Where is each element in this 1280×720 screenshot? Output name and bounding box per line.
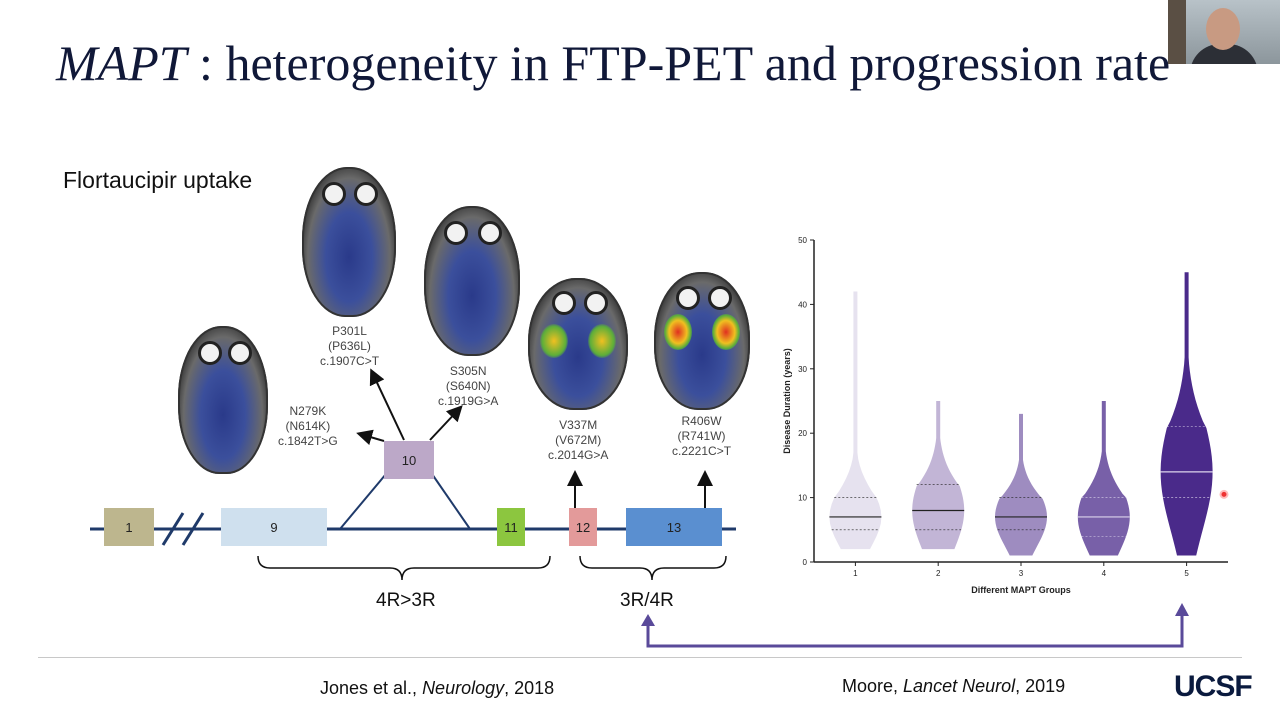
y-tick-label: 50 <box>798 236 807 245</box>
reference-right: Moore, Lancet Neurol, 2019 <box>842 676 1065 697</box>
violin-group-5 <box>1160 272 1213 556</box>
violin-group-2 <box>912 401 965 550</box>
y-tick-label: 30 <box>798 365 807 374</box>
brain-eye <box>354 182 378 206</box>
gene-break-mark <box>161 512 185 546</box>
mutation-cdna: c.2014G>A <box>548 448 609 462</box>
brain-eye <box>676 285 700 310</box>
brain-eye <box>198 340 222 365</box>
arrow-p301l <box>369 368 405 441</box>
y-tick-label: 0 <box>803 558 808 567</box>
brain-uptake-spot <box>588 324 616 358</box>
mutation-protein: (P636L) <box>328 339 371 353</box>
brain-eye <box>228 340 252 365</box>
ref-right-authors: Moore, <box>842 676 904 696</box>
ref-left-journal: Neurology <box>422 678 505 698</box>
violin-group-3 <box>995 413 1047 556</box>
exon-10: 10 <box>384 441 434 479</box>
brain-eye <box>444 221 468 245</box>
mutation-cdna: c.1907C>T <box>320 354 380 368</box>
violin-group-4 <box>1077 401 1130 556</box>
title-rest: : heterogeneity in FTP-PET and progressi… <box>186 35 1171 91</box>
y-tick-label: 10 <box>798 494 807 503</box>
mutation-protein: (R741W) <box>677 429 726 443</box>
footer-divider <box>38 657 1242 658</box>
presenter-webcam <box>1168 0 1280 64</box>
mutation-name: P301L <box>332 324 367 338</box>
mutation-cdna: c.1842T>G <box>278 434 338 448</box>
mutation-label-p301l: P301L (P636L) c.1907C>T <box>320 324 379 369</box>
laser-pointer-dot <box>1219 489 1229 499</box>
exon-12: 12 <box>569 508 597 546</box>
brain-eye <box>322 182 346 206</box>
brain-uptake-spot <box>712 314 740 350</box>
violin-chart: 0 10 20 30 40 50 Disease Duration (years) Diffe… <box>782 236 1229 595</box>
mutation-cdna: c.1919G>A <box>438 394 499 408</box>
y-tick-label: 40 <box>798 300 807 309</box>
comparison-arrowhead-left <box>641 614 655 626</box>
exon-13: 13 <box>626 508 722 546</box>
webcam-background <box>1168 0 1186 64</box>
brain-eye <box>552 291 576 316</box>
brain-image-s305n <box>424 206 520 356</box>
x-tick-label: 1 <box>853 569 858 578</box>
group-brace-4r <box>257 555 551 581</box>
splice-line-left <box>339 473 387 530</box>
mutation-label-v337m: V337M (V672M) c.2014G>A <box>548 418 608 463</box>
mutation-name: S305N <box>449 364 487 378</box>
reference-left: Jones et al., Neurology, 2018 <box>320 678 554 699</box>
arrow-s305n <box>429 405 463 441</box>
x-tick-label: 4 <box>1102 569 1107 578</box>
mutation-name: N279K <box>289 404 327 418</box>
brain-image-r406w <box>654 272 750 410</box>
mutation-label-s305n: S305N (S640N) c.1919G>A <box>438 364 498 409</box>
exon-1: 1 <box>104 508 154 546</box>
gene-break-mark <box>181 512 205 546</box>
comparison-arrowhead-right <box>1175 603 1189 616</box>
subtitle-flortaucipir: Flortaucipir uptake <box>63 167 253 193</box>
webcam-presenter-body <box>1190 44 1258 64</box>
x-tick-label: 5 <box>1184 569 1189 578</box>
ref-left-authors: Jones et al., <box>320 678 423 698</box>
x-tick-label: 2 <box>936 569 941 578</box>
group-label-3r4r: 3R/4R <box>620 590 674 611</box>
y-axis-label: Disease Duration (years) <box>782 348 792 454</box>
brain-eye <box>478 221 502 245</box>
mutation-name: V337M <box>559 418 598 432</box>
ref-right-year: , 2019 <box>1015 676 1066 696</box>
mutation-cdna: c.2221C>T <box>672 444 732 458</box>
slide-title: MAPT : heterogeneity in FTP-PET and prog… <box>56 34 1170 92</box>
group-label-4r3r: 4R>3R <box>376 590 436 611</box>
title-gene: MAPT <box>56 35 187 91</box>
x-tick-label: 3 <box>1019 569 1024 578</box>
arrow-n279k <box>356 429 385 446</box>
exon-9: 9 <box>221 508 327 546</box>
mutation-name: R406W <box>681 414 722 428</box>
exon-11: 11 <box>497 508 525 546</box>
mutation-protein: (S640N) <box>445 379 491 393</box>
brain-image-p301l <box>302 167 396 317</box>
brain-uptake-spot <box>664 314 692 350</box>
group-brace-3r4r <box>579 555 727 581</box>
brain-image-v337m <box>528 278 628 410</box>
ref-right-journal: Lancet Neurol <box>903 676 1016 696</box>
brain-image-n279k <box>178 326 268 474</box>
mutation-label-n279k: N279K (N614K) c.1842T>G <box>278 404 338 449</box>
splice-line-right <box>431 473 471 530</box>
violin-group-1 <box>829 291 882 550</box>
ucsf-logo: UCSF <box>1174 670 1253 703</box>
mutation-protein: (N614K) <box>285 419 331 433</box>
mutation-label-r406w: R406W (R741W) c.2221C>T <box>672 414 731 459</box>
comparison-arrow <box>646 614 1184 648</box>
brain-eye <box>584 291 608 316</box>
brain-eye <box>708 285 732 310</box>
mutation-protein: (V672M) <box>555 433 602 447</box>
y-tick-label: 20 <box>798 429 807 438</box>
x-axis-label: Different MAPT Groups <box>971 585 1071 595</box>
brain-uptake-spot <box>540 324 568 358</box>
webcam-presenter-head <box>1206 8 1240 50</box>
ref-left-year: , 2018 <box>504 678 555 698</box>
